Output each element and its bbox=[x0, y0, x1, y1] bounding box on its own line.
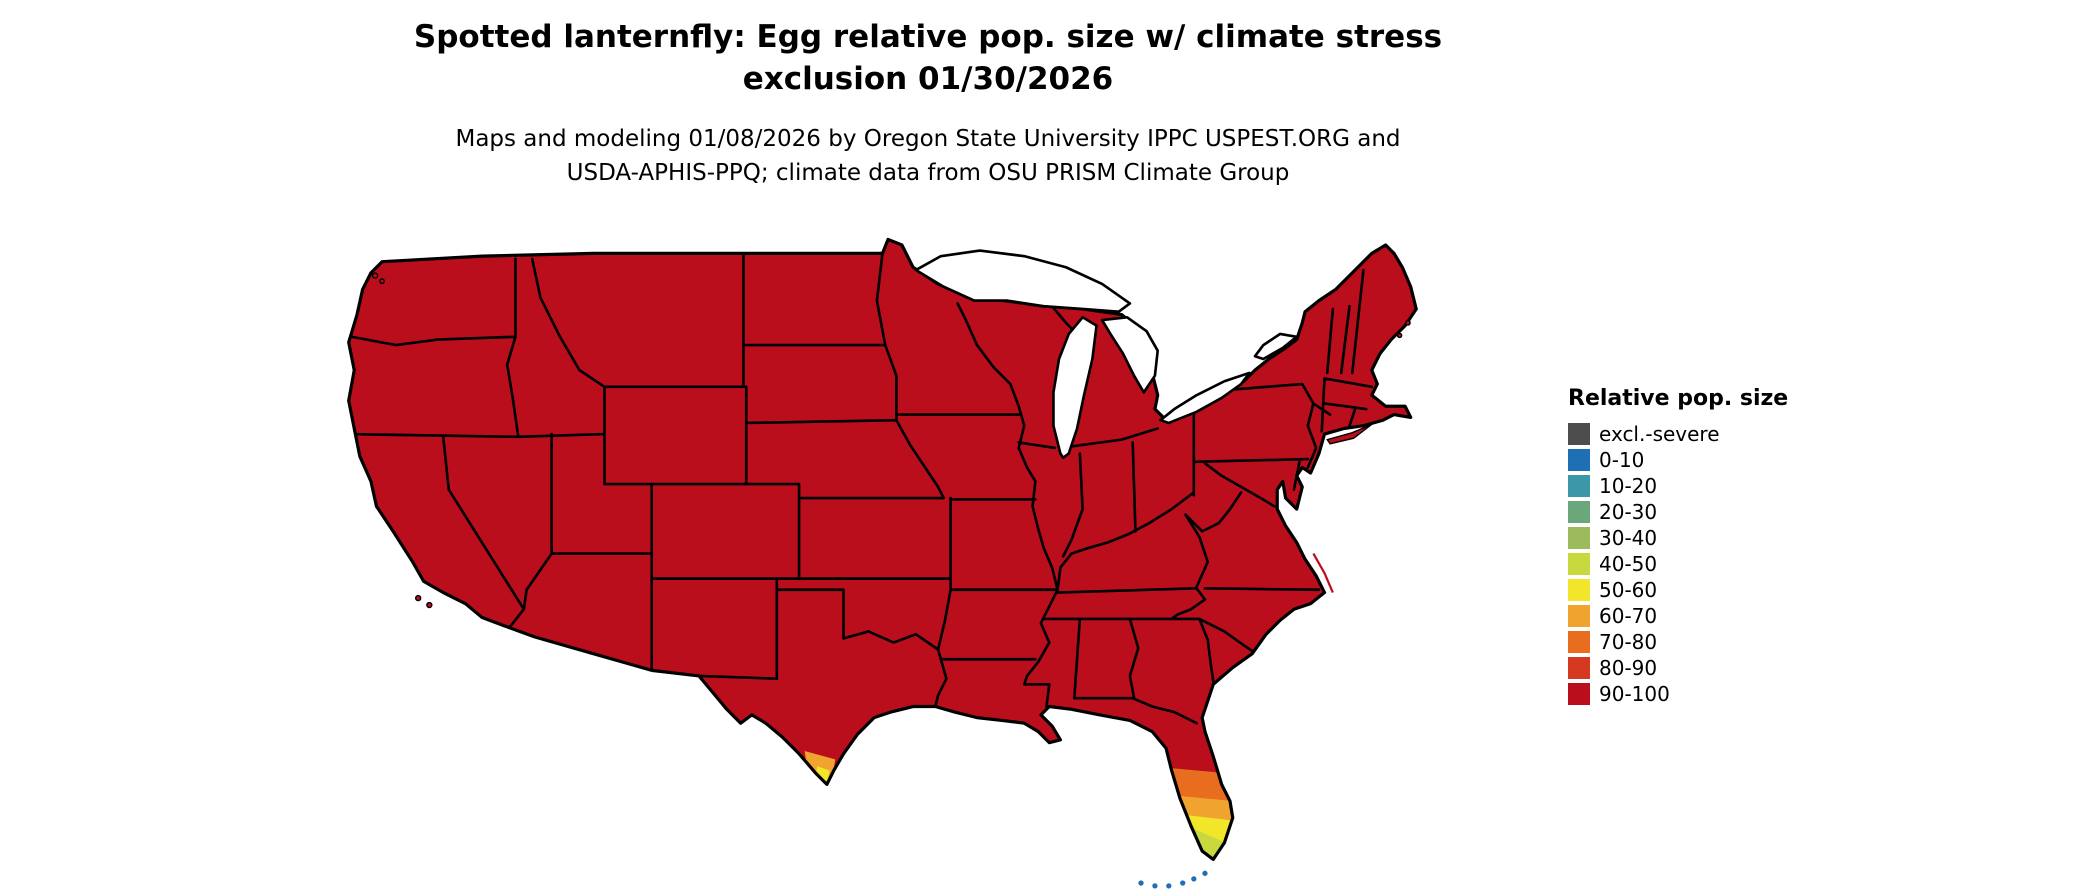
legend: Relative pop. size excl.-severe 0-10 10-… bbox=[1568, 386, 1828, 707]
legend-label: 20-30 bbox=[1599, 500, 1658, 524]
florida-keys bbox=[1138, 870, 1208, 889]
legend-swatch-10-20 bbox=[1568, 475, 1590, 497]
great-lakes bbox=[914, 249, 1299, 460]
florida-band-70-80 bbox=[1166, 767, 1233, 804]
legend-item: 30-40 bbox=[1568, 525, 1828, 551]
legend-swatch-70-80 bbox=[1568, 631, 1590, 653]
legend-label: 50-60 bbox=[1599, 578, 1658, 602]
legend-title: Relative pop. size bbox=[1568, 386, 1789, 411]
legend-item: 10-20 bbox=[1568, 473, 1828, 499]
legend-swatch-80-90 bbox=[1568, 657, 1590, 679]
coastal-islands bbox=[371, 272, 1411, 609]
legend-swatch-excl-severe bbox=[1568, 423, 1590, 445]
legend-swatch-30-40 bbox=[1568, 527, 1590, 549]
outer-banks bbox=[1312, 553, 1334, 593]
key-island bbox=[1152, 883, 1158, 889]
key-island bbox=[1191, 876, 1197, 882]
texas-tip-50-60 bbox=[815, 766, 830, 785]
page-title-line2: exclusion 01/30/2026 bbox=[742, 61, 1114, 97]
puget-island bbox=[379, 278, 385, 285]
legend-label: 70-80 bbox=[1599, 630, 1658, 654]
page-title-line1: Spotted lanternfly: Egg relative pop. si… bbox=[413, 19, 1443, 55]
puget-island bbox=[371, 272, 379, 279]
legend-swatch-40-50 bbox=[1568, 553, 1590, 575]
legend-swatch-50-60 bbox=[1568, 579, 1590, 601]
legend-item: 20-30 bbox=[1568, 499, 1828, 525]
key-island bbox=[1202, 870, 1208, 876]
title-block: Spotted lanternfly: Egg relative pop. si… bbox=[0, 16, 1856, 190]
legend-item: 40-50 bbox=[1568, 551, 1828, 577]
legend-swatch-90-100 bbox=[1568, 683, 1590, 705]
legend-swatch-60-70 bbox=[1568, 605, 1590, 627]
legend-label: 90-100 bbox=[1599, 682, 1670, 706]
legend-label: 0-10 bbox=[1599, 448, 1645, 472]
page-title: Spotted lanternfly: Egg relative pop. si… bbox=[0, 16, 1856, 100]
lake-superior bbox=[914, 249, 1132, 314]
lake-ontario bbox=[1253, 332, 1299, 361]
legend-swatch-20-30 bbox=[1568, 501, 1590, 523]
long-island bbox=[1326, 423, 1373, 445]
legend-item: excl.-severe bbox=[1568, 421, 1828, 447]
channel-island bbox=[426, 601, 433, 609]
legend-label: 30-40 bbox=[1599, 526, 1658, 550]
page-subtitle: Maps and modeling 01/08/2026 by Oregon S… bbox=[0, 122, 1856, 190]
us-map-svg bbox=[347, 237, 1418, 889]
legend-label: 60-70 bbox=[1599, 604, 1658, 628]
land-fill-group bbox=[348, 239, 1417, 860]
legend-item: 50-60 bbox=[1568, 577, 1828, 603]
page-subtitle-line2: USDA-APHIS-PPQ; climate data from OSU PR… bbox=[566, 160, 1290, 186]
legend-label: 40-50 bbox=[1599, 552, 1658, 576]
legend-label: excl.-severe bbox=[1599, 422, 1720, 446]
legend-item: 0-10 bbox=[1568, 447, 1828, 473]
lake-erie bbox=[1159, 371, 1251, 425]
channel-island bbox=[414, 594, 422, 602]
legend-label: 10-20 bbox=[1599, 474, 1658, 498]
state-borders bbox=[348, 252, 1374, 725]
key-island bbox=[1138, 880, 1144, 886]
page-subtitle-line1: Maps and modeling 01/08/2026 by Oregon S… bbox=[455, 126, 1401, 152]
maine-coast-island bbox=[1404, 319, 1411, 326]
lake-huron bbox=[1100, 315, 1160, 394]
legend-label: 80-90 bbox=[1599, 656, 1658, 680]
legend-swatch-0-10 bbox=[1568, 449, 1590, 471]
legend-item: 70-80 bbox=[1568, 629, 1828, 655]
legend-item: 60-70 bbox=[1568, 603, 1828, 629]
us-choropleth-map bbox=[250, 220, 1590, 890]
legend-item: 90-100 bbox=[1568, 681, 1828, 707]
florida-band-50-60 bbox=[1185, 814, 1233, 846]
lake-michigan bbox=[1052, 315, 1098, 460]
key-island bbox=[1166, 883, 1172, 889]
key-island bbox=[1180, 880, 1186, 886]
legend-item: 80-90 bbox=[1568, 655, 1828, 681]
maine-coast-island bbox=[1396, 332, 1403, 339]
